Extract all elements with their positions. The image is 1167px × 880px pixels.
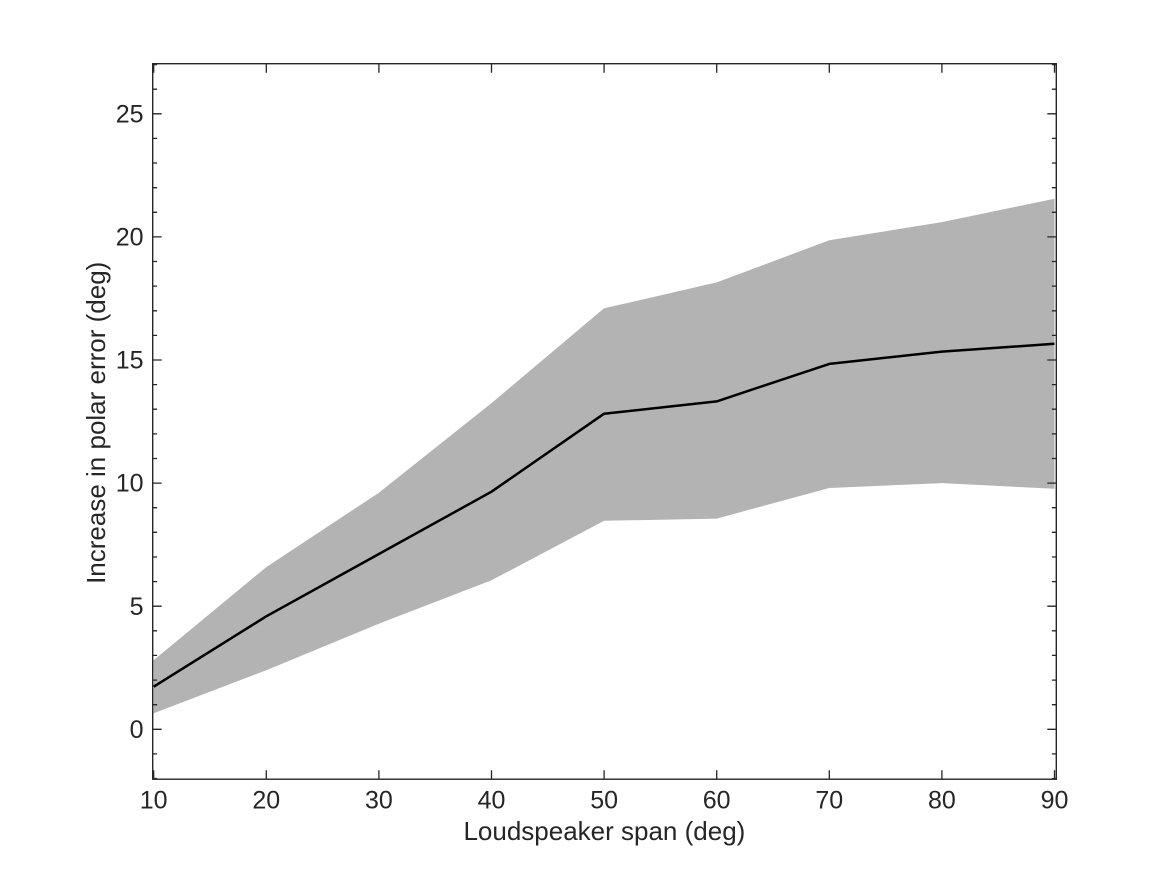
svg-text:15: 15 bbox=[116, 347, 144, 375]
svg-text:60: 60 bbox=[703, 787, 731, 815]
svg-text:70: 70 bbox=[815, 787, 843, 815]
svg-text:20: 20 bbox=[252, 787, 280, 815]
svg-text:Increase in polar error (deg): Increase in polar error (deg) bbox=[81, 262, 111, 584]
svg-text:50: 50 bbox=[590, 787, 618, 815]
svg-text:90: 90 bbox=[1041, 787, 1069, 815]
svg-text:Loudspeaker span (deg): Loudspeaker span (deg) bbox=[463, 816, 745, 846]
svg-text:30: 30 bbox=[365, 787, 393, 815]
svg-text:5: 5 bbox=[130, 593, 144, 621]
svg-text:10: 10 bbox=[140, 787, 168, 815]
svg-text:10: 10 bbox=[116, 470, 144, 498]
svg-text:40: 40 bbox=[478, 787, 506, 815]
svg-text:80: 80 bbox=[928, 787, 956, 815]
svg-text:0: 0 bbox=[130, 716, 144, 744]
svg-text:25: 25 bbox=[116, 100, 144, 128]
svg-text:20: 20 bbox=[116, 224, 144, 252]
